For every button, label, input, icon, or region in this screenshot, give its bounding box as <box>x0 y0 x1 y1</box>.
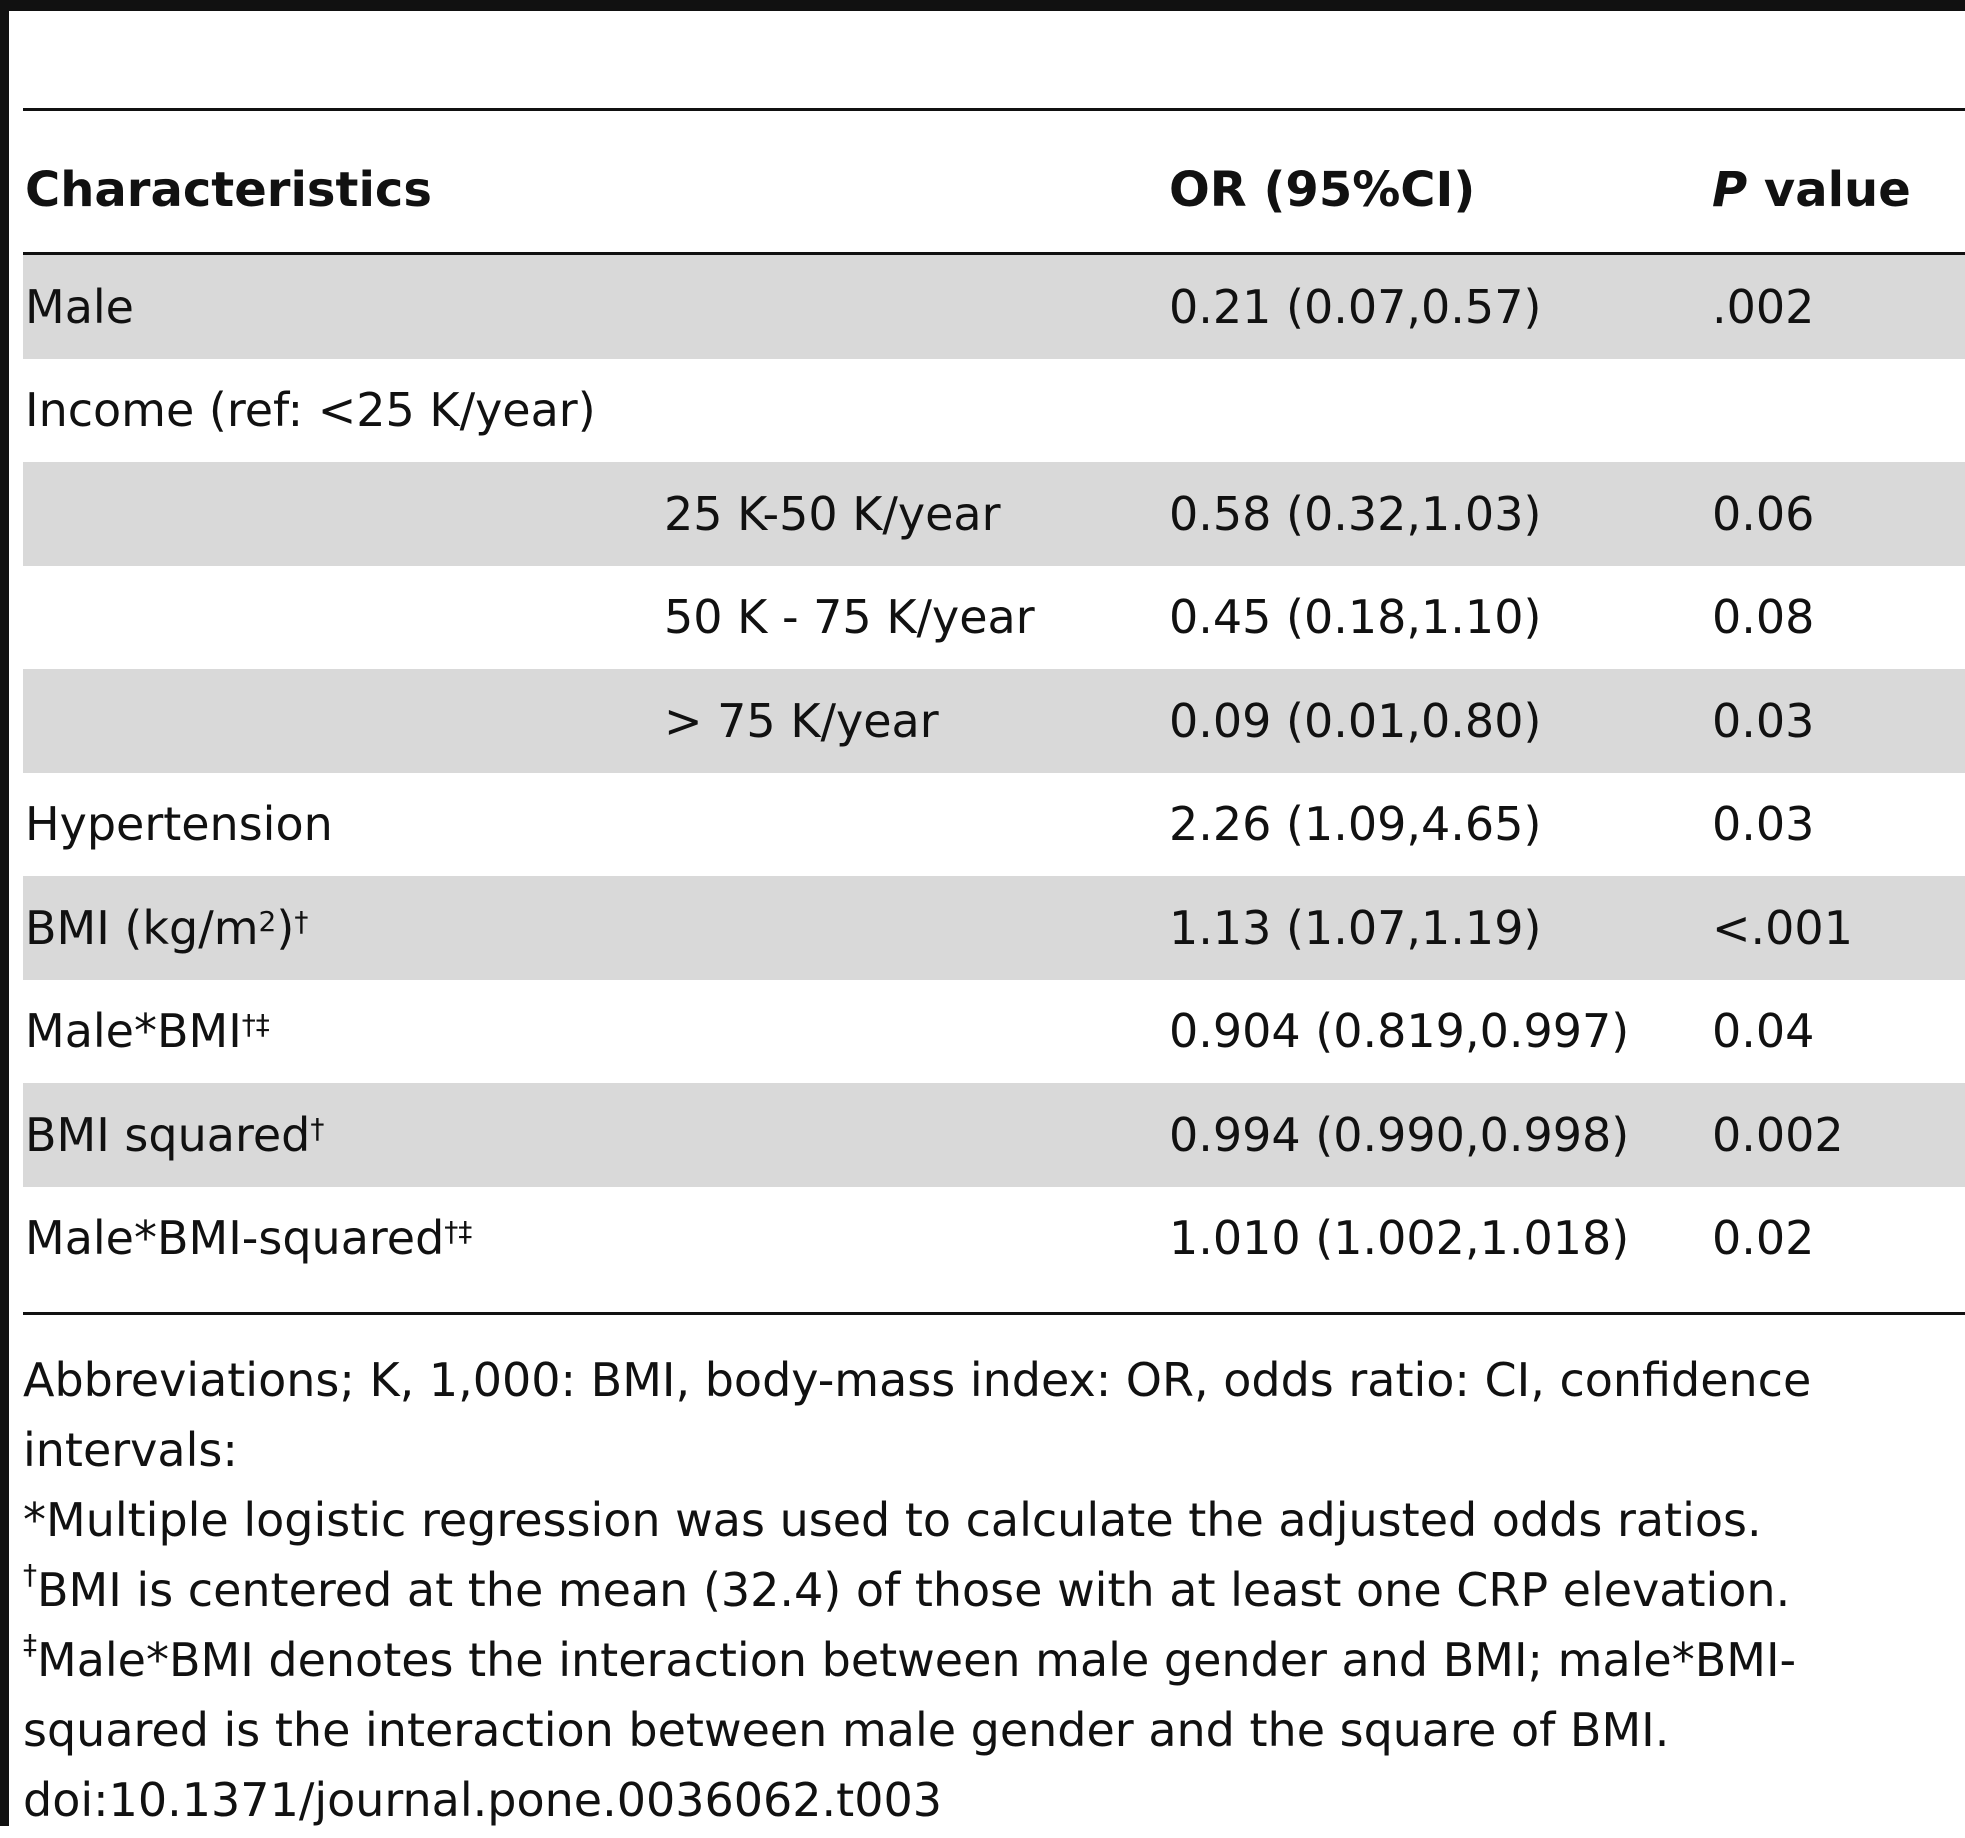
characteristic-label: Male*BMI <box>25 1004 242 1059</box>
top-border <box>0 0 1965 11</box>
cell-characteristic: Income (ref: <25 K/year) <box>25 359 596 463</box>
cell-characteristic: BMI (kg/m 2) † <box>25 900 309 955</box>
footnote-double-dagger-text-1: Male*BMI denotes the interaction between… <box>37 1633 1797 1687</box>
cell-odds-ratio: 0.45 (0.18,1.10) <box>1169 590 1542 645</box>
cell-subcategory: 50 K - 75 K/year <box>664 590 1035 645</box>
header-p-rest: value <box>1747 161 1911 218</box>
table-row: Male*BMI †‡ 0.904 (0.819,0.997) 0.04 <box>23 980 1965 1084</box>
cell-p-value: 0.06 <box>1712 486 1815 541</box>
cell-characteristic: Male <box>25 255 134 359</box>
cell-odds-ratio: 0.904 (0.819,0.997) <box>1169 1004 1630 1059</box>
footnote-double-dagger-line-1: ‡Male*BMI denotes the interaction betwee… <box>23 1625 1953 1695</box>
cell-p-value: 0.02 <box>1712 1211 1815 1266</box>
cell-characteristic: BMI squared † <box>25 1107 325 1162</box>
table-row: BMI (kg/m 2) † 1.13 (1.07,1.19) <.001 <box>23 876 1965 980</box>
cell-characteristic: Male*BMI †‡ <box>25 1004 270 1059</box>
table-row: Male*BMI-squared †‡ 1.010 (1.002,1.018) 0.0… <box>23 1187 1965 1291</box>
dagger-mark: † <box>23 1557 37 1591</box>
table-header-row: Characteristics OR (95%CI) P value <box>23 111 1965 252</box>
double-dagger-mark: ‡ <box>23 1627 37 1661</box>
characteristic-label: BMI squared <box>25 1107 311 1162</box>
cell-characteristic: Hypertension <box>25 773 333 877</box>
cell-p-value: 0.03 <box>1712 693 1815 748</box>
cell-subcategory: > 75 K/year <box>664 693 939 748</box>
left-border <box>0 0 9 1826</box>
cell-odds-ratio: 0.09 (0.01,0.80) <box>1169 693 1542 748</box>
characteristic-label: Hypertension <box>25 797 333 852</box>
footnote-dagger: †BMI is centered at the mean (32.4) of t… <box>23 1555 1953 1625</box>
header-or: OR (95%CI) <box>1169 161 1476 218</box>
doi-link[interactable]: doi:10.1371/journal.pone.0036062.t003 <box>23 1773 943 1827</box>
cell-p-value: .002 <box>1712 279 1815 334</box>
characteristic-label: BMI (kg/m <box>25 900 259 955</box>
cell-odds-ratio: 1.010 (1.002,1.018) <box>1169 1211 1630 1266</box>
cell-p-value: 0.04 <box>1712 1004 1815 1059</box>
header-characteristics: Characteristics <box>25 161 432 218</box>
cell-odds-ratio: 1.13 (1.07,1.19) <box>1169 900 1542 955</box>
cell-odds-ratio: 2.26 (1.09,4.65) <box>1169 797 1542 852</box>
footnote-abbreviations-line-1: Abbreviations; K, 1,000: BMI, body-mass … <box>23 1353 1812 1407</box>
cell-odds-ratio: 0.21 (0.07,0.57) <box>1169 279 1542 334</box>
cell-p-value: 0.002 <box>1712 1107 1844 1162</box>
table-footnotes: Abbreviations; K, 1,000: BMI, body-mass … <box>23 1345 1953 1835</box>
footnote-double-dagger-line-2: squared is the interaction between male … <box>23 1703 1670 1757</box>
cell-odds-ratio: 0.994 (0.990,0.998) <box>1169 1107 1630 1162</box>
cell-p-value: 0.08 <box>1712 590 1815 645</box>
table-header-rule <box>23 252 1965 255</box>
table-row: 50 K - 75 K/year 0.45 (0.18,1.10) 0.08 <box>23 566 1965 670</box>
characteristic-label: Male*BMI-squared <box>25 1211 445 1266</box>
regression-table: Characteristics OR (95%CI) P value Male 0… <box>23 108 1965 1315</box>
footnote-abbreviations-line-2: intervals: <box>23 1423 238 1477</box>
table-body: Male 0.21 (0.07,0.57) .002 Income (ref: <25… <box>23 255 1965 1290</box>
table-row: > 75 K/year 0.09 (0.01,0.80) 0.03 <box>23 669 1965 773</box>
table-row: Male 0.21 (0.07,0.57) .002 <box>23 255 1965 359</box>
characteristic-label: Male <box>25 279 134 334</box>
characteristic-label-tail: ) <box>276 900 295 955</box>
cell-p-value: 0.03 <box>1712 797 1815 852</box>
table-bottom-rule <box>23 1312 1965 1315</box>
cell-subcategory: 25 K-50 K/year <box>664 486 1001 541</box>
cell-odds-ratio: 0.58 (0.32,1.03) <box>1169 486 1542 541</box>
header-p-italic: P <box>1712 161 1748 218</box>
cell-characteristic: Male*BMI-squared †‡ <box>25 1211 473 1266</box>
characteristic-label: Income (ref: <25 K/year) <box>25 383 596 438</box>
footnote-dagger-text: BMI is centered at the mean (32.4) of th… <box>37 1563 1791 1617</box>
table-row: 25 K-50 K/year 0.58 (0.32,1.03) 0.06 <box>23 462 1965 566</box>
table-row: BMI squared † 0.994 (0.990,0.998) 0.002 <box>23 1083 1965 1187</box>
table-row: Hypertension 2.26 (1.09,4.65) 0.03 <box>23 773 1965 877</box>
cell-p-value: <.001 <box>1712 900 1853 955</box>
header-p-value: P value <box>1712 111 1911 260</box>
footnote-star: *Multiple logistic regression was used t… <box>23 1493 1762 1547</box>
table-top-rule <box>23 108 1965 111</box>
table-row: Income (ref: <25 K/year) <box>23 359 1965 463</box>
